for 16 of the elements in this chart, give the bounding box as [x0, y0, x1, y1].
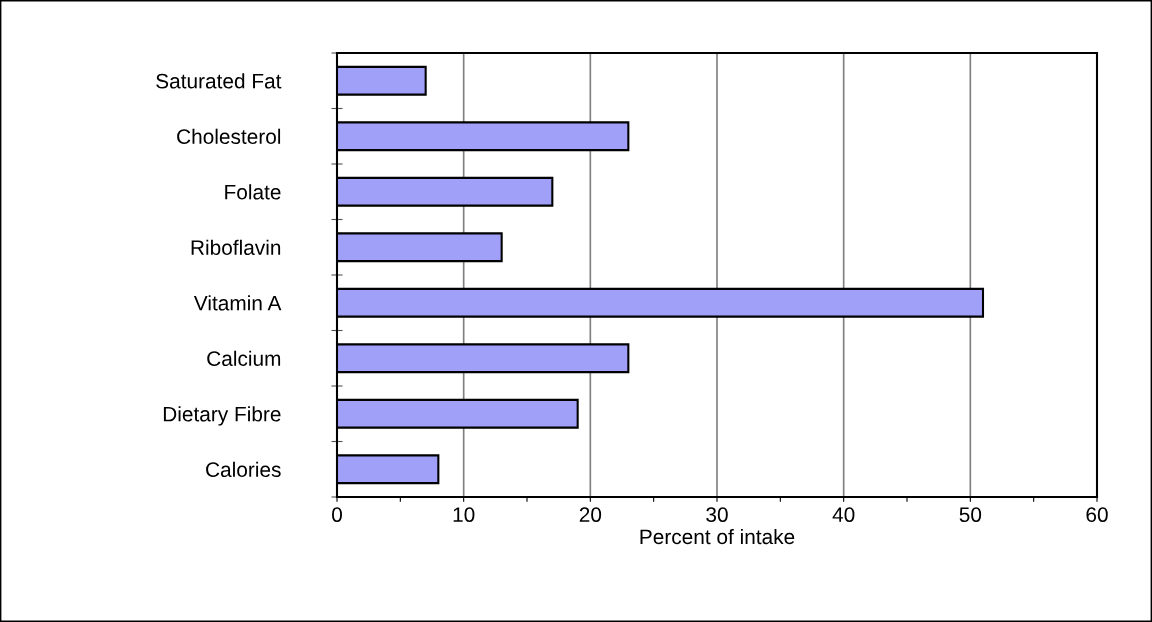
x-tick-label: 20 — [579, 507, 602, 523]
x-tick-label: 50 — [959, 507, 982, 523]
x-tick-label: 40 — [832, 507, 855, 523]
x-tick-label: 60 — [1086, 507, 1108, 523]
y-tick-label: Vitamin A — [193, 295, 282, 311]
x-tick-label: 30 — [706, 507, 728, 523]
y-tick-label: Calcium — [207, 350, 281, 366]
x-tick-label: 10 — [453, 507, 475, 523]
y-tick-label: Cholesterol — [177, 128, 281, 144]
x-axis-title: Percent of intake — [640, 528, 795, 545]
y-tick-label: Folate — [225, 184, 281, 200]
y-tick-label: Riboflavin — [191, 239, 281, 255]
y-tick-label: Dietary Fibre — [163, 406, 281, 426]
y-tick-label: Calories — [206, 461, 281, 477]
y-tick-label: Saturated Fat — [156, 73, 282, 89]
x-tick-label: 0 — [332, 507, 342, 523]
